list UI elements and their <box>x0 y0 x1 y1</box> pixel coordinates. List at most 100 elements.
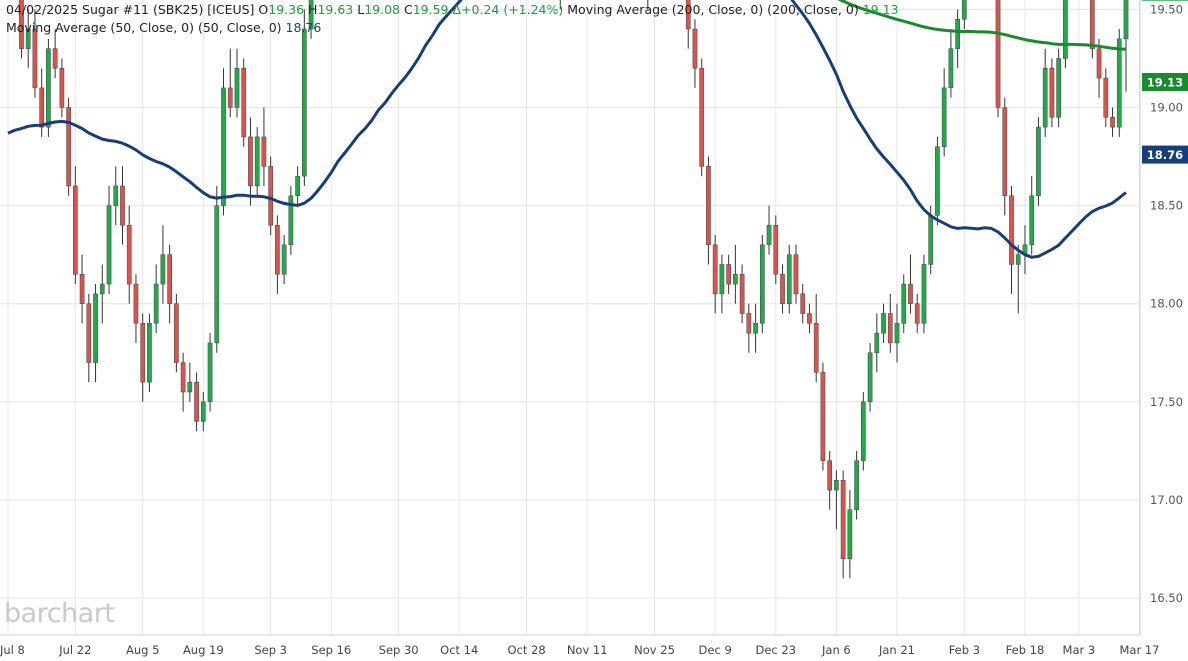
low-label: L <box>357 2 365 17</box>
ma200-value: 19.13 <box>862 2 899 17</box>
candle-up <box>113 185 119 206</box>
candle-up <box>766 224 772 246</box>
x-tick-label: Jan 21 <box>878 643 915 657</box>
candle-down <box>59 68 65 108</box>
barchart-logo: barchart <box>4 598 115 629</box>
x-tick-label: Mar 17 <box>1119 643 1159 657</box>
ma200-badge-text: 19.13 <box>1147 75 1183 89</box>
candle-up <box>160 254 166 285</box>
candle-down <box>793 254 799 295</box>
header-symbol: Sugar #11 (SBK25) [ICEUS] <box>82 2 255 17</box>
candle-up <box>1042 68 1048 128</box>
candle-up <box>753 323 758 334</box>
candle-up <box>99 283 105 295</box>
candle-down <box>52 48 58 69</box>
candle-up <box>847 509 853 560</box>
x-tick-label: Sep 16 <box>311 643 351 657</box>
open-label: O <box>258 2 269 17</box>
candle-up <box>935 146 940 216</box>
candle-down <box>66 107 71 187</box>
ma200-label[interactable]: Moving Average (200, Close, 0) (200, Clo… <box>567 2 859 17</box>
candle-up <box>207 342 213 403</box>
candle-down <box>908 283 913 304</box>
candle-down <box>174 303 179 363</box>
ma50-line <box>7 0 1127 259</box>
x-tick-label: Jul 8 <box>0 643 25 657</box>
candle-up <box>25 28 31 49</box>
x-tick-label: Oct 14 <box>440 643 478 657</box>
candle-up <box>948 48 954 89</box>
candle-down <box>739 274 745 314</box>
candle-up <box>733 274 738 285</box>
candle-down <box>800 293 806 314</box>
candle-up <box>200 401 206 422</box>
candle-down <box>914 303 920 324</box>
y-tick-label: 18.00 <box>1150 297 1183 311</box>
candle-down <box>1002 107 1008 197</box>
y-tick-label: 18.50 <box>1150 199 1183 213</box>
candle-up <box>867 352 873 403</box>
ma50-badge-bg <box>1142 145 1188 164</box>
x-tick-label: Feb 18 <box>1006 643 1045 657</box>
candle-up <box>719 264 725 295</box>
candle-up <box>874 332 880 354</box>
candle-up <box>854 460 859 510</box>
chart-header-line-2: Moving Average (50, Close, 0) (50, Close… <box>6 20 321 35</box>
y-tick-label: 19.50 <box>1150 2 1183 16</box>
candle-down <box>813 323 819 373</box>
candle-up <box>254 136 260 187</box>
x-tick-label: Sep 3 <box>254 643 287 657</box>
candle-up <box>962 0 967 20</box>
candle-down <box>1089 0 1095 49</box>
x-tick-label: Mar 3 <box>1063 643 1096 657</box>
candle-up <box>786 254 792 304</box>
candle-up <box>921 264 927 324</box>
candle-down <box>19 0 24 49</box>
candle-down <box>120 185 125 226</box>
x-tick-label: Nov 25 <box>634 643 675 657</box>
candle-up <box>955 18 960 49</box>
candle-up <box>147 323 152 383</box>
candle-down <box>126 224 132 285</box>
open-value: 19.36 <box>268 2 305 17</box>
candle-up <box>46 48 51 128</box>
high-label: H <box>308 2 318 17</box>
candle-up <box>1029 195 1035 246</box>
x-tick-label: Dec 9 <box>699 643 732 657</box>
ma50-label[interactable]: Moving Average (50, Close, 0) (50, Close… <box>6 20 282 35</box>
candle-down <box>746 313 752 334</box>
candle-up <box>234 68 240 108</box>
candle-up <box>295 175 300 197</box>
candle-up <box>759 244 765 324</box>
candle-down <box>261 136 267 167</box>
high-value: 19.63 <box>317 2 354 17</box>
candle-down <box>167 254 172 304</box>
candle-up <box>941 87 947 147</box>
candle-up <box>860 401 866 461</box>
low-value: 19.08 <box>364 2 400 17</box>
candlesticks <box>19 0 1129 579</box>
candle-down <box>1049 68 1055 118</box>
candle-down <box>86 303 92 363</box>
candle-up <box>1036 126 1041 197</box>
candle-down <box>685 0 691 30</box>
candle-down <box>194 381 199 422</box>
candle-down <box>807 313 812 324</box>
x-tick-label: Aug 19 <box>183 643 224 657</box>
candle-up <box>1015 254 1021 265</box>
candle-down <box>275 224 280 275</box>
candle-up <box>894 323 900 344</box>
candle-down <box>706 166 711 246</box>
candle-up <box>1056 58 1061 118</box>
x-tick-label: Sep 30 <box>379 643 419 657</box>
candle-down <box>268 166 274 226</box>
candle-down <box>248 136 253 187</box>
y-tick-label: 19.00 <box>1150 101 1183 115</box>
candle-down <box>39 87 45 128</box>
close-value: 19.59 <box>412 2 449 17</box>
y-tick-label: 17.50 <box>1150 395 1183 409</box>
chart-header-line-1: 04/02/2025 Sugar #11 (SBK25) [ICEUS] O19… <box>6 2 898 17</box>
